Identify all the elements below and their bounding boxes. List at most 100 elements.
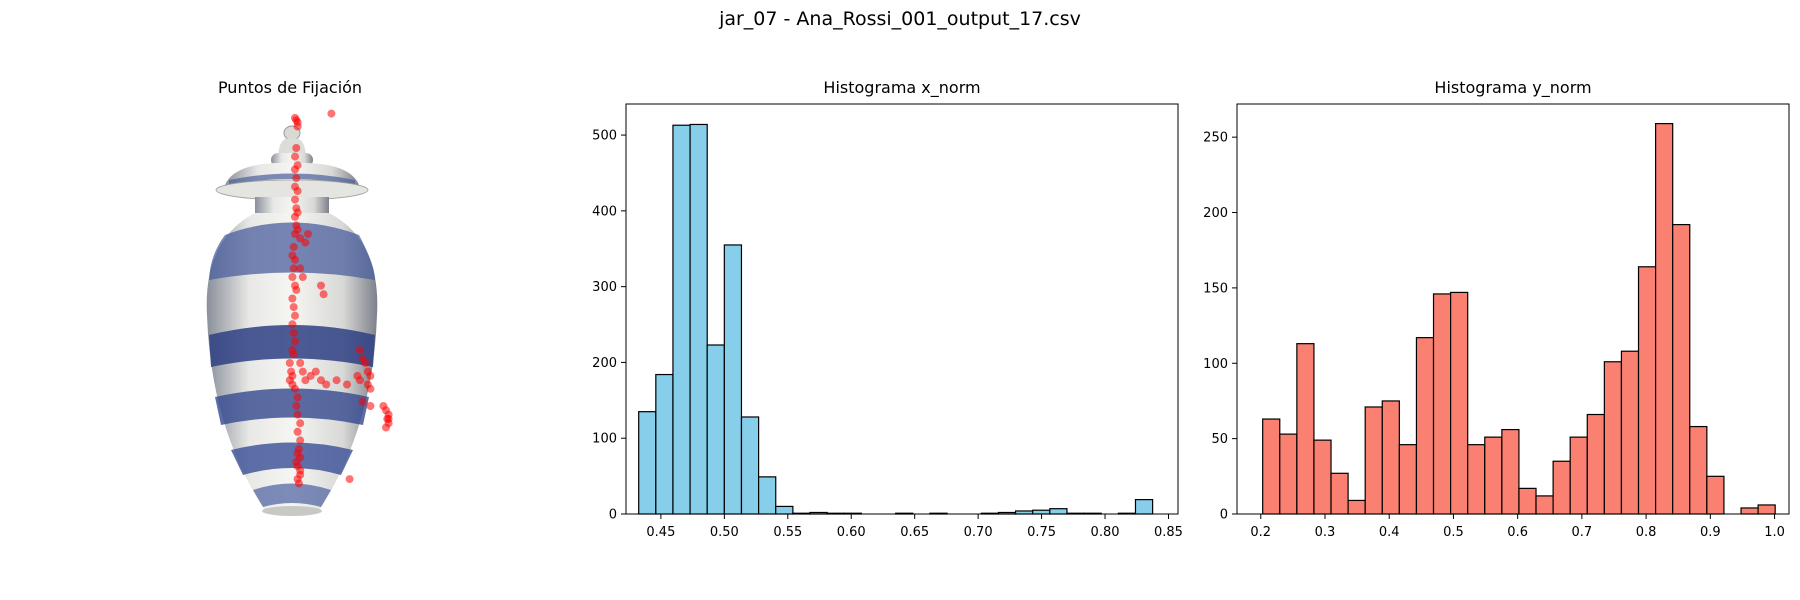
fixation-point (358, 397, 367, 406)
hist-x-bar (1134, 499, 1154, 515)
histogram-y-norm: 0.2 0.3 0.4 0.5 0.6 0.7 0.8 0.9 1.0 0 50 100 150 200 2… (1203, 103, 1790, 540)
hist-x-xtick-label: 0.80 (1091, 525, 1120, 540)
fixation-point (343, 380, 351, 389)
hist-x-xtick-label: 0.85 (1154, 525, 1183, 540)
hist-y-bar (1381, 400, 1400, 515)
hist-y-ytick-label: 150 (1203, 281, 1228, 296)
fixation-points (285, 109, 393, 488)
hist-y-bar (1330, 472, 1349, 515)
fixation-point (291, 152, 299, 161)
hist-x-xtick-label: 0.70 (964, 525, 993, 540)
fixation-point (332, 376, 341, 385)
hist-x-ytick-label: 0 (609, 508, 617, 523)
hist-x-bar (638, 411, 657, 515)
hist-x-bar (758, 476, 777, 515)
hist-y-bar (1740, 507, 1759, 515)
fixation-point (384, 414, 393, 423)
hist-x-xtick-label: 0.60 (837, 525, 866, 540)
hist-x-bar (775, 505, 794, 515)
fixation-point (361, 359, 370, 367)
fixation-point (382, 423, 390, 432)
hist-y-bar (1603, 361, 1623, 515)
fixation-point (289, 264, 298, 273)
hist-x-bar (723, 244, 743, 515)
hist-y-bar (1672, 223, 1691, 515)
fixation-point (285, 359, 294, 367)
fixation-point (292, 402, 301, 410)
fixation-point (288, 273, 297, 281)
fixation-point (296, 419, 305, 428)
scatter-title: Puntos de Fijación (217, 78, 363, 97)
fixation-point (291, 337, 299, 346)
hist-x-ytick-label: 400 (592, 204, 617, 219)
fixation-point (366, 384, 375, 393)
fixation-point (296, 436, 305, 445)
fixation-point (298, 367, 307, 376)
fixation-point (327, 109, 336, 118)
hist-y-xtick-label: 0.6 (1507, 525, 1528, 540)
hist-y-ytick-label: 200 (1203, 206, 1228, 221)
hist-y-bar (1655, 123, 1674, 515)
hist-y-bar (1279, 433, 1298, 515)
hist-x-xtick-label: 0.65 (900, 525, 929, 540)
hist-y-ytick-label: 100 (1203, 357, 1228, 372)
histogram-x-norm: 0.45 0.50 0.55 0.60 0.65 0.70 0.75 0.80 0.85 0 100… (592, 103, 1183, 540)
fixation-point (288, 320, 297, 329)
hist-y-bar (1484, 436, 1503, 515)
hist-y-xtick-label: 0.9 (1700, 525, 1721, 540)
fixation-point (293, 427, 302, 436)
fixation-point (298, 273, 307, 281)
hist-x-xtick-label: 0.75 (1027, 525, 1056, 540)
fixation-plot (206, 109, 393, 516)
fixation-point (366, 402, 375, 410)
hist-y-bar (1620, 350, 1640, 515)
fixation-point (296, 359, 305, 367)
hist-x-ytick-label: 500 (592, 129, 617, 144)
hist-x-bar (655, 373, 674, 515)
hist-x-bar (706, 344, 725, 515)
hist-y-xtick-label: 1.0 (1764, 525, 1785, 540)
fixation-point (288, 294, 297, 303)
hist-y-xtick-label: 0.7 (1572, 525, 1593, 540)
hist-x-bar (1032, 509, 1051, 515)
hist-x-bar (740, 416, 760, 515)
fixation-point (291, 384, 299, 393)
hist-y-bar (1706, 475, 1725, 515)
fixation-point (291, 165, 299, 174)
hist-x-ytick-label: 100 (592, 432, 617, 447)
hist-y-ytick-label: 0 (1220, 508, 1228, 523)
fixation-point (292, 457, 301, 466)
hist-y-ytick-label: 250 (1203, 131, 1228, 146)
hist-x-xtick-label: 0.50 (710, 525, 739, 540)
fixation-point (289, 303, 298, 312)
hist-x-bar (1049, 508, 1068, 515)
fixation-point (301, 238, 310, 247)
fixation-point (293, 393, 302, 402)
fixation-point (292, 116, 301, 125)
hist-y-xtick-label: 0.8 (1636, 525, 1657, 540)
hist-y-xtick-label: 0.4 (1379, 525, 1400, 540)
hist-y-bar (1450, 291, 1469, 515)
hist-y-bar (1347, 499, 1366, 515)
fixation-point (291, 195, 299, 204)
hist-x-title: Histograma x_norm (823, 78, 981, 97)
hist-y-ytick-label: 50 (1211, 432, 1228, 447)
hist-y-bar (1398, 444, 1418, 515)
hist-y-bar (1467, 444, 1486, 515)
hist-y-bar (1757, 504, 1776, 515)
hist-y-bar (1364, 406, 1383, 515)
fixation-point (293, 449, 302, 458)
hist-y-bar (1552, 460, 1571, 515)
fixation-point (304, 230, 312, 238)
fixation-point (292, 144, 301, 152)
hist-x-ytick-label: 200 (592, 356, 617, 371)
hist-y-bar (1415, 337, 1435, 515)
hist-x-bar (672, 124, 691, 515)
fixation-point (356, 376, 364, 385)
fixation-point (289, 328, 298, 337)
fixation-point (356, 346, 364, 355)
fixation-point (345, 475, 354, 484)
fixation-point (291, 311, 299, 320)
fixation-point (293, 122, 302, 131)
hist-y-xtick-label: 0.2 (1250, 525, 1271, 540)
